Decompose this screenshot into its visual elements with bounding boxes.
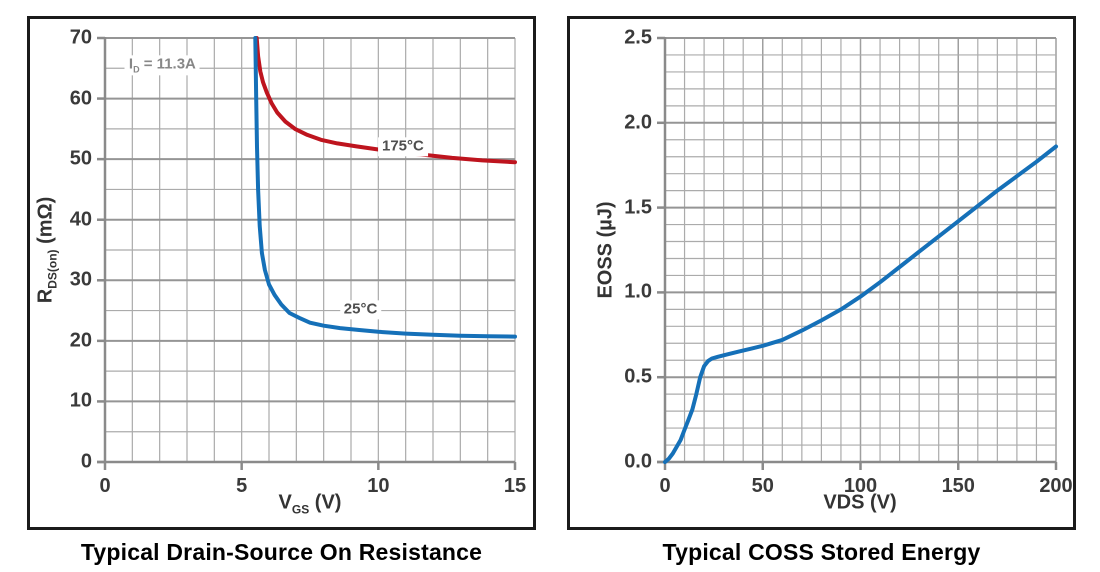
y-tick-label: 10 [69, 389, 92, 412]
y-tick-label: 60 [69, 87, 92, 110]
rdson-x-axis-label: VGS (V) [278, 491, 342, 517]
rdson-plot-canvas [97, 36, 517, 470]
x-tick-label: 15 [503, 475, 527, 497]
curve-EOSS [663, 144, 1058, 464]
eoss-chart-title: Typical COSS Stored Energy [662, 539, 981, 565]
eoss-x-axis-label: VDS (V) [823, 491, 897, 514]
eoss-plot-canvas [657, 36, 1058, 470]
x-tick-label: 10 [367, 475, 390, 497]
y-tick-label: 50 [69, 147, 92, 170]
x-tick-label: 50 [751, 475, 774, 497]
y-tick-label: 1.0 [624, 280, 652, 303]
y-tick-label: 30 [69, 268, 92, 291]
y-tick-label: 0.5 [624, 365, 652, 388]
rdson-y-axis-label: RDS(on) (mΩ) [34, 196, 60, 304]
drain-current-label: ID = 11.3A [124, 55, 200, 75]
rdson-chart-title: Typical Drain-Source On Resistance [80, 539, 483, 565]
x-tick-label: 100 [843, 475, 878, 497]
y-tick-label: 0.0 [624, 450, 652, 473]
curve-label-25c: 25°C [339, 300, 382, 320]
eoss-y-axis-label: EOSS (µJ) [594, 201, 617, 299]
y-tick-label: 40 [69, 208, 92, 231]
y-tick-label: 2.0 [624, 111, 652, 134]
y-tick-label: 20 [69, 329, 92, 352]
x-tick-label: 0 [99, 475, 111, 497]
chart-block-rdson: RDS(on) (mΩ) VGS (V) 0 5 10 15 0 10 20 30 40 50 60… [27, 16, 536, 566]
curve-25°C [253, 36, 517, 339]
x-tick-label: 0 [659, 475, 671, 497]
eoss-chart-panel: EOSS (µJ) VDS (V) 0 50 100 150 200 0.0 0.5 1.0 1… [567, 16, 1076, 530]
y-tick-label: 70 [69, 26, 92, 49]
y-tick-label: 2.5 [624, 26, 652, 49]
rdson-chart-panel: RDS(on) (mΩ) VGS (V) 0 5 10 15 0 10 20 30 40 50 60… [27, 16, 536, 530]
x-tick-label: 150 [941, 475, 975, 497]
x-tick-label: 5 [236, 475, 248, 497]
y-tick-label: 1.5 [624, 196, 652, 219]
x-tick-label: 200 [1039, 475, 1073, 497]
curve-label-175c: 175°C [377, 137, 428, 157]
chart-block-eoss: EOSS (µJ) VDS (V) 0 50 100 150 200 0.0 0.5 1.0 1… [567, 16, 1076, 566]
y-tick-label: 0 [80, 450, 92, 473]
